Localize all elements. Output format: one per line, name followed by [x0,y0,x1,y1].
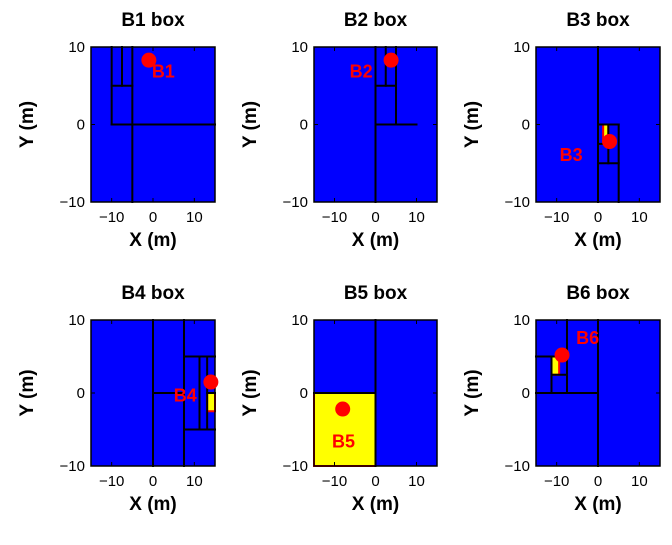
panel-b5: B5 box −10 0 10 −10 0 10 X (m) Y (m) B5 [240,283,438,515]
x-tick-label: 0 [371,209,379,226]
x-tick-label: −10 [322,473,347,490]
panel-title: B1 box [121,10,185,31]
position-marker [141,52,157,68]
y-axis-label: Y (m) [240,101,261,148]
y-axis-label: Y (m) [462,369,483,416]
y-tick-label: 10 [68,312,85,329]
position-marker-label: B6 [576,328,599,348]
panel-title: B4 box [121,283,185,304]
x-tick-label: 10 [186,473,203,490]
panel-b2: B2 box −10 0 10 −10 0 10 X (m) Y (m) B2 [240,10,438,251]
y-tick-label: 10 [68,39,85,56]
y-tick-label: 0 [300,385,308,402]
y-tick-label: −10 [60,194,85,211]
panel-title: B6 box [566,283,630,304]
x-tick-label: 10 [408,473,425,490]
panel-b1: B1 box −10 0 10 −10 0 10 X (m) Y (m) B1 [17,10,216,251]
y-tick-label: 10 [513,39,530,56]
x-tick-label: 0 [594,209,602,226]
y-tick-label: 0 [522,117,530,134]
y-axis-label: Y (m) [17,369,38,416]
x-tick-label: 10 [631,209,648,226]
y-tick-label: 0 [300,117,308,134]
y-tick-label: −10 [505,458,530,475]
x-axis-label: X (m) [129,230,177,251]
x-axis-label: X (m) [352,230,400,251]
y-tick-label: −10 [283,458,308,475]
position-marker-label: B1 [152,61,175,81]
position-marker-label: B4 [174,385,197,405]
panel-b4: B4 box −10 0 10 −10 0 10 X (m) Y (m) B4 [17,283,219,515]
panel-title: B2 box [344,10,408,31]
y-tick-label: 10 [291,39,308,56]
panel-title: B5 box [344,283,408,304]
panel-title: B3 box [566,10,630,31]
y-axis-label: Y (m) [17,101,38,148]
x-tick-label: −10 [99,473,124,490]
highlighted-cell [206,392,217,413]
x-axis-label: X (m) [352,494,400,515]
panel-b3: B3 box −10 0 10 −10 0 10 X (m) Y (m) B3 [462,10,661,251]
position-marker-label: B3 [560,145,583,165]
y-axis-label: Y (m) [240,369,261,416]
x-tick-label: 0 [149,473,157,490]
y-tick-label: −10 [283,194,308,211]
y-tick-label: 0 [522,385,530,402]
y-tick-label: 0 [77,117,85,134]
y-axis-label: Y (m) [462,101,483,148]
x-tick-label: 10 [631,473,648,490]
y-tick-label: 0 [77,385,85,402]
x-tick-label: 10 [186,209,203,226]
position-marker [383,52,399,68]
x-axis-label: X (m) [574,494,622,515]
x-tick-label: −10 [322,209,347,226]
panel-b6: B6 box −10 0 10 −10 0 10 X (m) Y (m) B6 [462,283,661,515]
x-tick-label: 0 [371,473,379,490]
x-axis-label: X (m) [574,230,622,251]
x-tick-label: −10 [544,473,569,490]
x-tick-label: 10 [408,209,425,226]
position-marker-label: B5 [332,431,355,451]
x-tick-label: 0 [594,473,602,490]
x-tick-label: −10 [544,209,569,226]
x-tick-label: 0 [149,209,157,226]
x-tick-label: −10 [99,209,124,226]
y-tick-label: −10 [60,458,85,475]
y-tick-label: 10 [513,312,530,329]
position-marker [602,134,618,150]
y-tick-label: 10 [291,312,308,329]
x-axis-label: X (m) [129,494,177,515]
position-marker [335,401,351,417]
position-marker-label: B2 [350,61,373,81]
position-marker [554,347,570,363]
y-tick-label: −10 [505,194,530,211]
position-marker [203,374,219,390]
